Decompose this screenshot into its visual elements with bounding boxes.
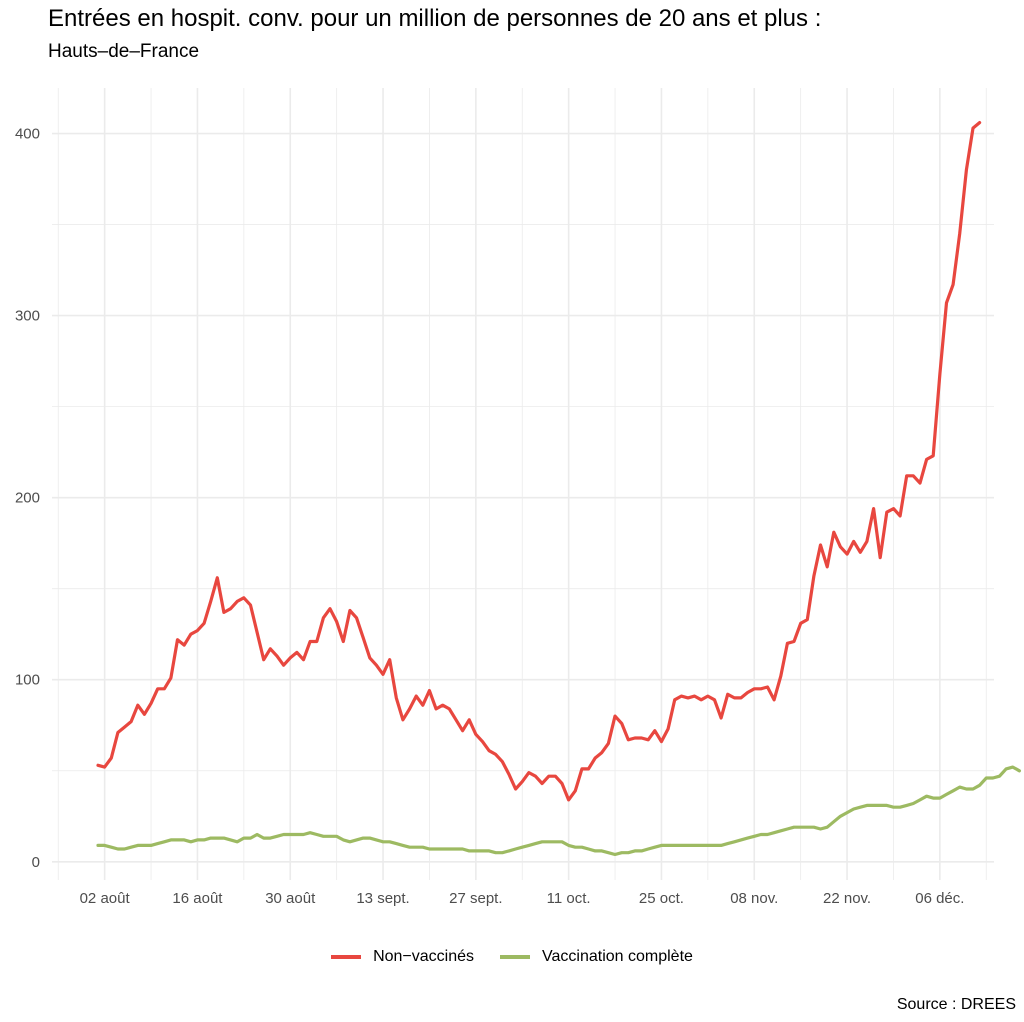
y-tick-label: 200 <box>15 490 40 507</box>
x-tick-label: 27 sept. <box>449 890 502 907</box>
legend-swatch-non-vaccines <box>331 955 362 959</box>
y-tick-label: 0 <box>32 854 40 871</box>
series-line-vaccination <box>96 765 1022 857</box>
x-tick-label: 06 déc. <box>915 890 964 907</box>
x-tick-label: 08 nov. <box>730 890 778 907</box>
legend-label-non-vaccines: Non−vaccinés <box>373 948 475 965</box>
line-chart: 0 100 200 300 400 02 août 16 août 30 août 13 sep… <box>15 88 1022 907</box>
x-tick-label: 22 nov. <box>823 890 871 907</box>
x-tick-label: 25 oct. <box>639 890 684 907</box>
x-tick-label: 30 août <box>265 890 316 907</box>
y-tick-label: 100 <box>15 672 40 689</box>
x-tick-label: 02 août <box>80 890 131 907</box>
x-tick-label: 11 oct. <box>547 890 591 907</box>
source-note: Source : DREES <box>896 996 1016 1013</box>
series-line-non-vaccines <box>96 120 982 802</box>
y-tick-label: 300 <box>15 308 40 325</box>
x-tick-label: 13 sept. <box>356 890 409 907</box>
x-tick-label: 16 août <box>172 890 223 907</box>
legend: Non−vaccinés Vaccination complète <box>0 948 1024 966</box>
chart-subtitle: Hauts–de–France <box>48 41 200 62</box>
legend-item-non-vaccines: Non−vaccinés <box>331 948 474 966</box>
legend-item-vaccination: Vaccination complète <box>500 948 693 966</box>
legend-swatch-vaccination <box>500 955 531 959</box>
chart-title: Entrées en hospit. conv. pour un million… <box>48 5 822 32</box>
y-tick-label: 400 <box>15 126 40 143</box>
legend-label-vaccination: Vaccination complète <box>542 948 693 965</box>
